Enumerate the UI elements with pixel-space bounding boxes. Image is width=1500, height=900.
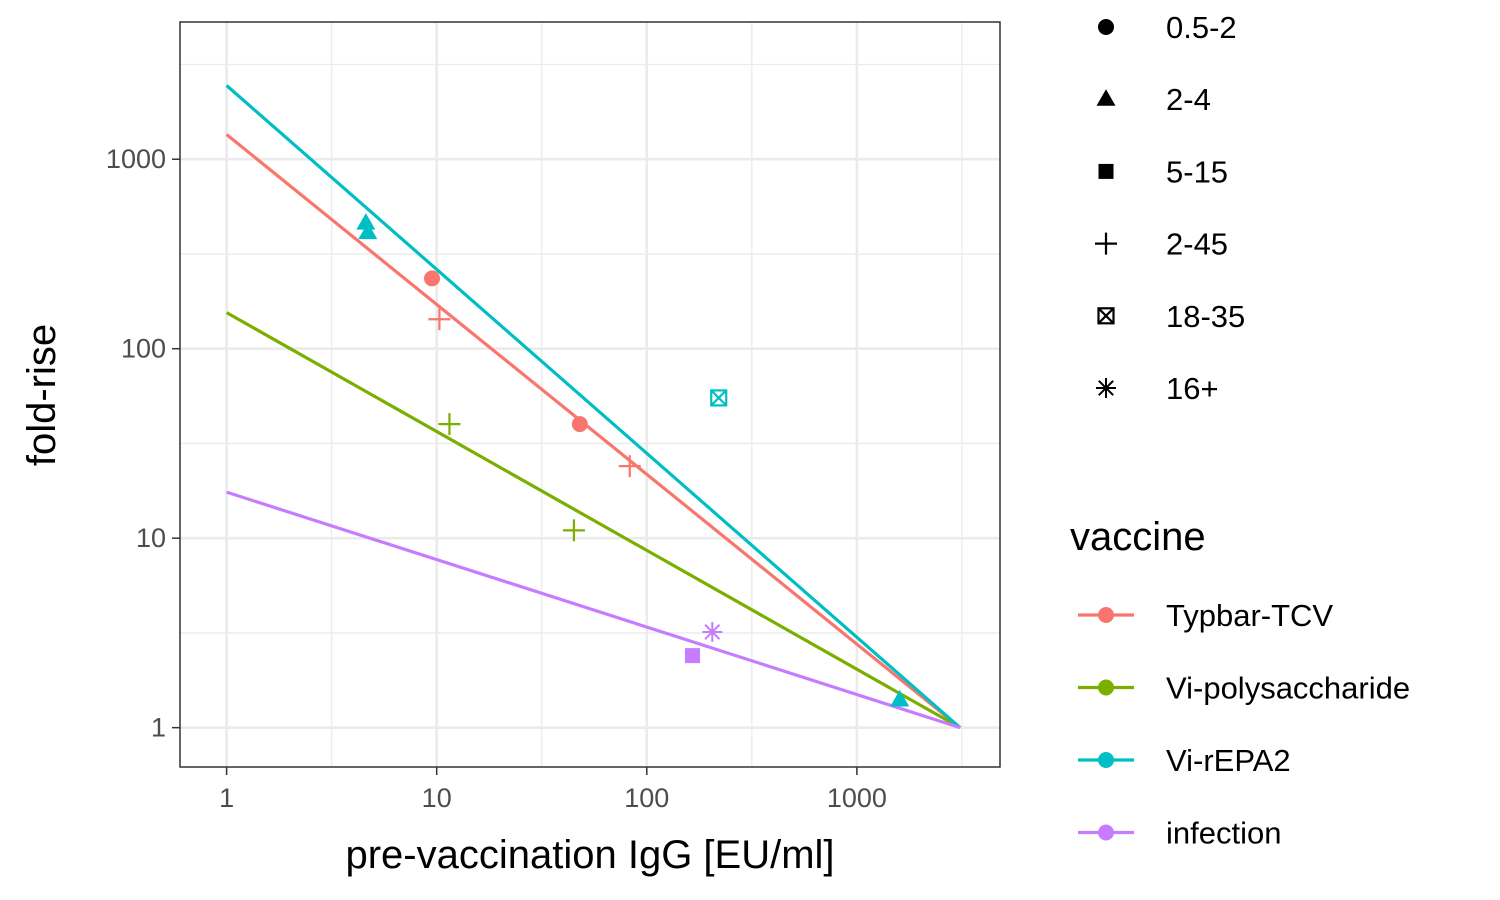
shape-legend-label: 0.5-2 xyxy=(1166,10,1237,45)
shape-legend-key-asterisk xyxy=(1096,378,1116,398)
shape-legend: 0.5-2 2-4 5-15 2-45 18-35 16+ xyxy=(1095,10,1245,406)
box-stroke xyxy=(1097,307,1115,325)
color-legend-label: Typbar-TCV xyxy=(1166,598,1333,633)
x-stroke-b xyxy=(710,389,728,407)
shape-legend-key-triangle xyxy=(1096,89,1116,106)
triangle-mark xyxy=(1096,89,1116,106)
color-legend-title: vaccine xyxy=(1070,515,1206,559)
color-legend-label: Vi-rEPA2 xyxy=(1166,743,1291,778)
triangle-mark xyxy=(356,213,376,230)
square-mark xyxy=(1098,163,1114,179)
color-legend: vaccine Typbar-TCV Vi-polysaccharide Vi-rE… xyxy=(1070,515,1410,851)
triangle-mark xyxy=(890,689,910,707)
y-axis: 1 10 100 1000 xyxy=(106,144,180,743)
data-point-boxed-x xyxy=(710,389,728,407)
data-point-asterisk xyxy=(702,621,723,642)
color-legend-dot xyxy=(1098,824,1114,841)
regression-lines xyxy=(225,84,962,730)
color-legend-dot xyxy=(1098,752,1114,768)
data-point-square xyxy=(684,648,700,664)
data-point-circle xyxy=(571,416,588,433)
x-tick-label: 100 xyxy=(624,783,669,813)
data-point-plus xyxy=(618,455,641,478)
data-point-triangle xyxy=(356,213,376,230)
shape-legend-key-plus xyxy=(1095,232,1117,255)
data-point-circle xyxy=(424,270,441,287)
y-tick-label: 10 xyxy=(136,523,166,553)
x-tick-label: 10 xyxy=(422,783,452,813)
y-axis-title: fold-rise xyxy=(20,324,64,466)
series-line-vi-polysaccharide xyxy=(225,311,961,730)
x-axis-title: pre-vaccination IgG [EU/ml] xyxy=(345,833,834,877)
box-stroke xyxy=(710,389,728,407)
data-point-plus xyxy=(438,413,461,436)
square-mark xyxy=(684,648,700,664)
shape-legend-label: 16+ xyxy=(1166,371,1219,406)
major-gridlines xyxy=(180,22,1000,767)
shape-legend-label: 5-15 xyxy=(1166,154,1228,189)
x-stroke-b xyxy=(1097,307,1115,325)
x-axis: 1 10 100 1000 xyxy=(219,767,887,813)
color-legend-dot xyxy=(1098,679,1114,696)
triangle-mark xyxy=(358,222,378,240)
shape-legend-label: 2-4 xyxy=(1166,82,1211,117)
minor-gridlines xyxy=(180,22,1000,767)
series-line-typbar-tcv xyxy=(225,133,962,729)
data-point-triangle xyxy=(890,689,910,707)
x-tick-label: 1000 xyxy=(827,783,887,813)
shape-legend-label: 18-35 xyxy=(1166,299,1245,334)
color-legend-dot xyxy=(1098,607,1114,623)
plot-border xyxy=(179,21,1001,768)
color-legend-label: Vi-polysaccharide xyxy=(1166,671,1410,706)
y-tick-label: 100 xyxy=(121,334,166,364)
color-legend-label: infection xyxy=(1166,816,1281,851)
asterisk-stroke xyxy=(1098,380,1114,396)
shape-legend-key-square xyxy=(1098,163,1114,179)
data-point-plus xyxy=(428,308,451,331)
shape-legend-key-circle xyxy=(1098,19,1114,35)
data-point-plus xyxy=(562,519,585,542)
circle-mark xyxy=(1098,19,1114,35)
x-tick-label: 1 xyxy=(219,783,234,813)
series-line-infection xyxy=(226,490,961,730)
circle-mark xyxy=(424,270,441,287)
y-tick-label: 1000 xyxy=(106,144,166,174)
data-points xyxy=(356,213,910,707)
data-point-triangle xyxy=(358,222,378,240)
shape-legend-key-boxed-x xyxy=(1097,307,1115,325)
circle-mark xyxy=(571,416,588,433)
shape-legend-label: 2-45 xyxy=(1166,227,1228,262)
series-line-vi-repa2 xyxy=(225,84,962,729)
asterisk-stroke xyxy=(704,624,721,640)
y-tick-label: 1 xyxy=(151,713,166,743)
